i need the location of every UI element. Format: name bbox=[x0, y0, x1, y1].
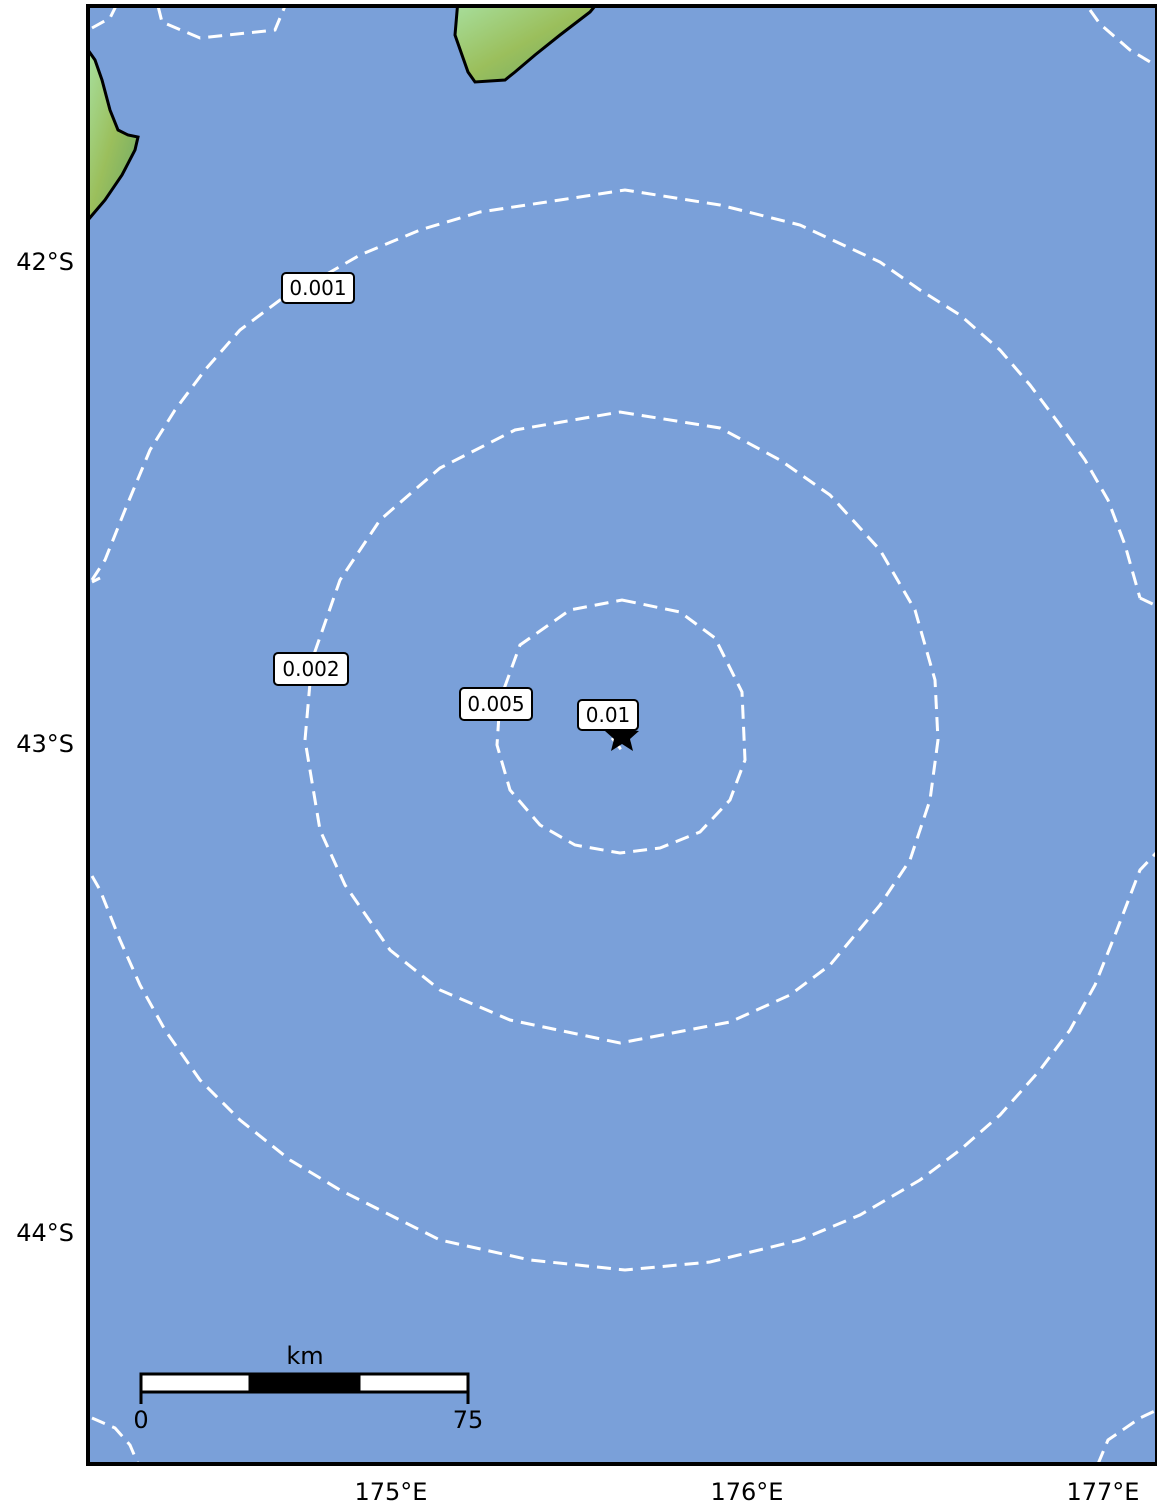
contour-label-0.005: 0.005 bbox=[459, 687, 533, 721]
contour-label-0.001: 0.001 bbox=[281, 272, 355, 304]
svg-text:0.005: 0.005 bbox=[467, 692, 524, 716]
svg-text:0.001: 0.001 bbox=[289, 276, 346, 300]
lon-tick-176: 176°E bbox=[711, 1478, 784, 1505]
scale-unit: km bbox=[286, 1342, 323, 1370]
lon-tick-177: 177°E bbox=[1067, 1478, 1140, 1505]
scale-end: 75 bbox=[453, 1406, 484, 1434]
contour-edge-left bbox=[91, 576, 101, 584]
contour-edge-bottom-right bbox=[1096, 1408, 1157, 1464]
land-northwest bbox=[88, 47, 140, 223]
svg-text:0.002: 0.002 bbox=[282, 657, 339, 681]
contour-label-0.01: 0.01 bbox=[577, 699, 639, 731]
lon-tick-175: 175°E bbox=[355, 1478, 428, 1505]
contour-edge-bottom-left bbox=[91, 1416, 140, 1464]
contour-0.001 bbox=[90, 188, 1142, 599]
contour-edge-top-right bbox=[1088, 9, 1157, 68]
lat-tick-42: 42°S bbox=[16, 248, 74, 276]
lat-tick-43: 43°S bbox=[16, 730, 74, 758]
contour-edge-top-left bbox=[91, 6, 287, 40]
land-north bbox=[453, 6, 597, 84]
map-frame bbox=[86, 4, 1157, 1466]
contour-edge-right bbox=[1139, 596, 1157, 608]
contour-0.002 bbox=[303, 410, 940, 1045]
star-icon bbox=[605, 719, 639, 751]
contour-label-0.002: 0.002 bbox=[273, 652, 349, 686]
scale-start: 0 bbox=[133, 1406, 148, 1434]
lat-tick-44: 44°S bbox=[16, 1219, 74, 1247]
contour-0.001-lower bbox=[90, 850, 1157, 1272]
contour-0.005 bbox=[495, 598, 747, 855]
svg-text:0.01: 0.01 bbox=[586, 703, 631, 727]
scale-bar: km 0 75 bbox=[133, 1342, 483, 1434]
